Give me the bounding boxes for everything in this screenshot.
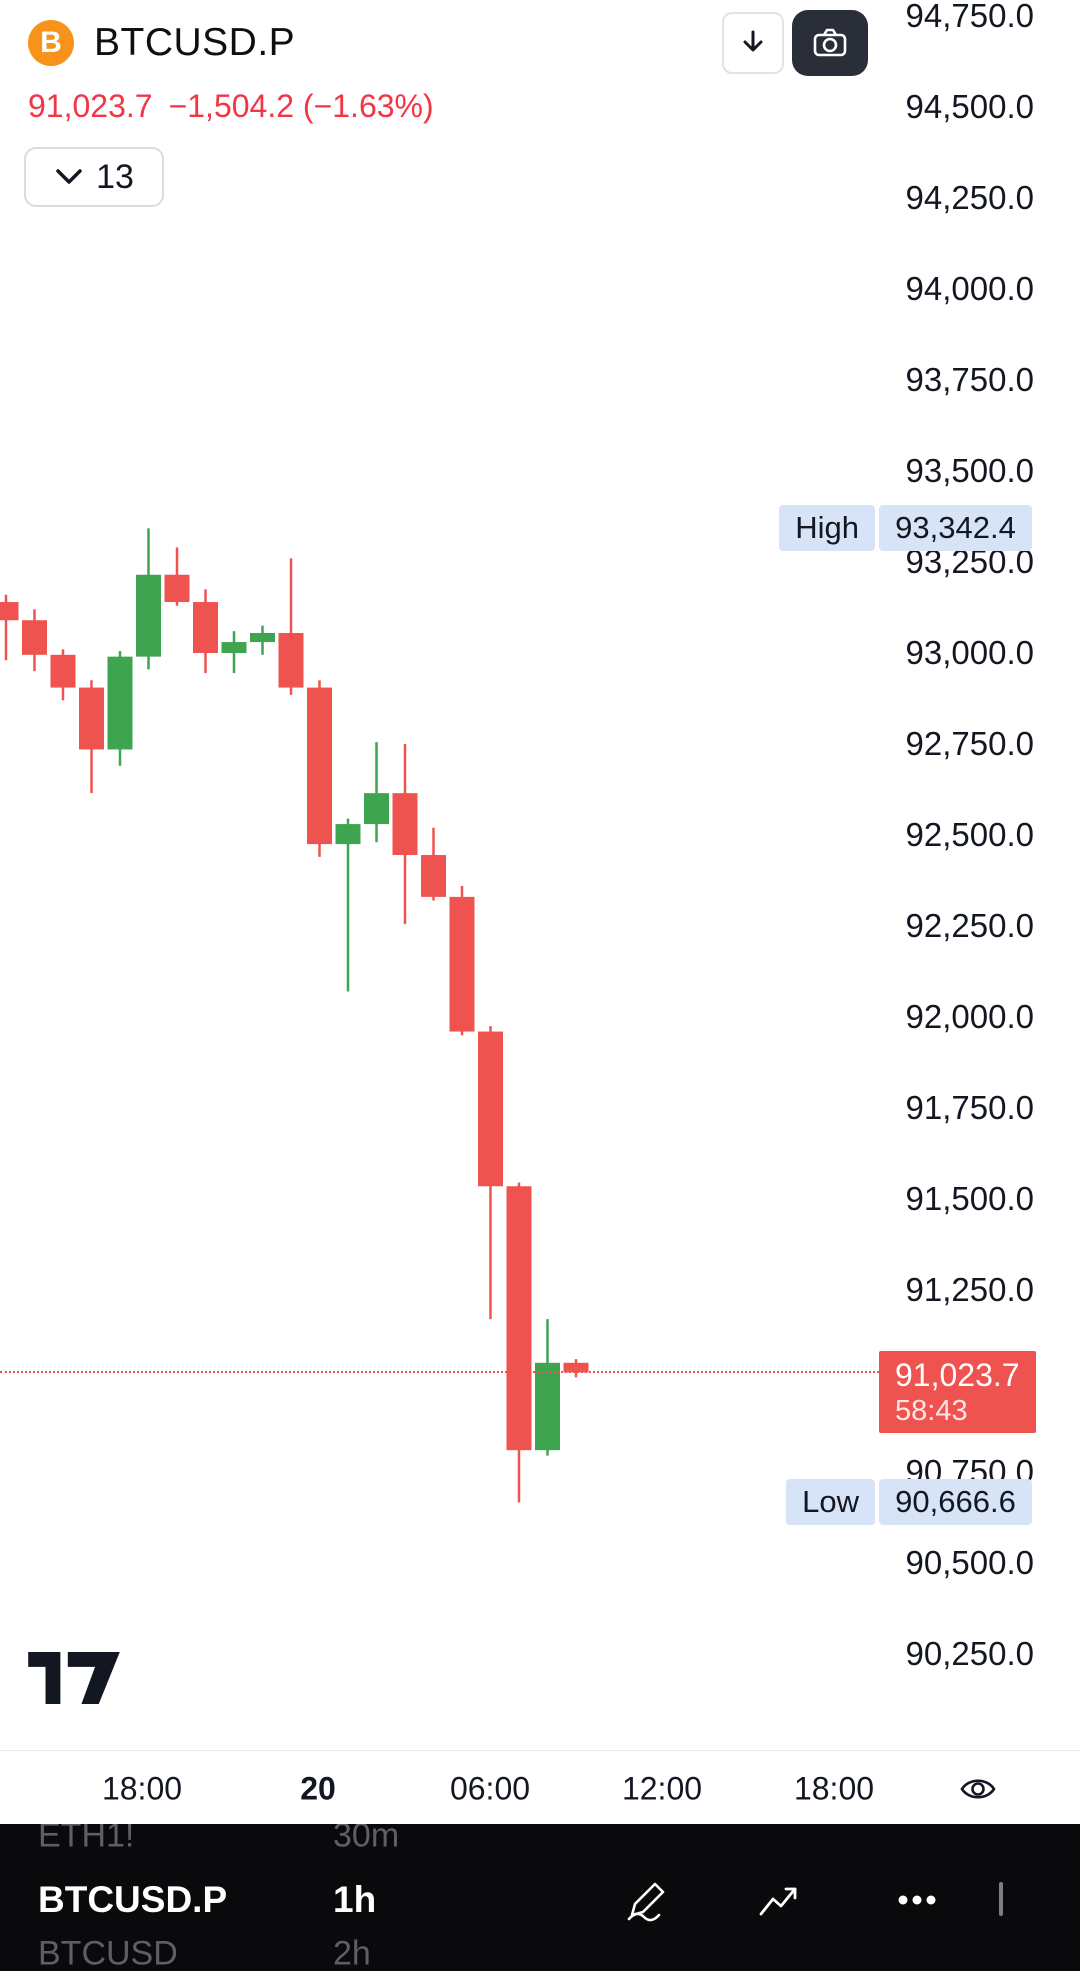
price-axis-label: 94,000.0 <box>905 270 1034 307</box>
row-interval[interactable]: 30m <box>333 1824 400 1855</box>
price-axis-label: 90,500.0 <box>905 1544 1034 1581</box>
row-symbol[interactable]: BTCUSD <box>38 1934 178 1971</box>
price-axis-label: 91,500.0 <box>905 1180 1034 1217</box>
bitcoin-icon: B <box>28 20 74 66</box>
time-axis[interactable]: 18:00 20 06:00 12:00 18:00 <box>0 1750 1080 1826</box>
row-interval[interactable]: 2h <box>333 1934 371 1971</box>
symbol-title[interactable]: BTCUSD.P <box>94 21 296 64</box>
row-interval[interactable]: 1h <box>333 1879 377 1920</box>
indicators-button[interactable] <box>755 1878 803 1922</box>
high-label-tag: High <box>779 505 875 552</box>
symbol-header[interactable]: B BTCUSD.P <box>28 20 295 66</box>
download-button[interactable] <box>722 12 784 74</box>
more-options-icon <box>898 1895 936 1905</box>
candle-body <box>421 855 446 897</box>
bottom-sheet[interactable]: BTCUSD 2h BTCUSD.P 1h ETH1! 30m <box>0 1824 1080 1971</box>
time-axis-label: 20 <box>300 1770 336 1806</box>
price-row: 91,023.7 −1,504.2 (−1.63%) <box>28 88 434 125</box>
candle-body <box>392 793 418 856</box>
candle-body <box>307 687 332 845</box>
chevron-down-icon <box>56 169 82 184</box>
row-symbol[interactable]: BTCUSD.P <box>38 1879 228 1920</box>
candle-body <box>478 1031 503 1187</box>
candle-body <box>221 642 247 653</box>
price-axis-label: 91,250.0 <box>905 1271 1034 1308</box>
candle-body <box>79 687 104 750</box>
price-axis-label: 91,750.0 <box>905 1089 1034 1126</box>
time-axis-label: 12:00 <box>621 1770 703 1806</box>
candle-body <box>50 654 76 688</box>
header-last-price: 91,023.7 <box>28 88 153 124</box>
candle-body <box>0 602 19 621</box>
candle-body <box>563 1362 589 1373</box>
time-axis-label: 18:00 <box>793 1770 875 1806</box>
time-axis-label: 06:00 <box>449 1770 531 1806</box>
price-axis-label: 92,250.0 <box>905 907 1034 944</box>
price-axis-label: 93,000.0 <box>905 634 1034 671</box>
bottom-toolbar <box>0 1870 1080 1930</box>
last-price-label: 91,023.7 58:43 <box>879 1351 1036 1434</box>
candle-body <box>506 1186 532 1451</box>
candle-body <box>278 632 304 688</box>
candle-body <box>164 574 190 603</box>
interval-dropdown[interactable]: 13 <box>24 147 164 207</box>
low-label-tag: Low <box>786 1479 875 1526</box>
pencil-draw-icon <box>627 1882 665 1922</box>
candle-body <box>250 632 275 643</box>
interval-dropdown-value: 13 <box>96 157 134 196</box>
candle-body <box>136 574 161 657</box>
symbol-interval-row[interactable]: BTCUSD 2h <box>0 1924 1080 1971</box>
high-label-value: 93,342.4 <box>879 505 1032 552</box>
row-symbol[interactable]: ETH1! <box>38 1824 135 1855</box>
candle-body <box>364 793 389 825</box>
last-price-value: 91,023.7 <box>895 1357 1020 1394</box>
price-axis-label: 93,750.0 <box>905 361 1034 398</box>
price-axis-label: 92,500.0 <box>905 816 1034 853</box>
symbol-interval-row[interactable]: BTCUSD.P 1h <box>0 1870 1080 1930</box>
symbol-interval-row[interactable]: ETH1! 30m <box>0 1824 1080 1866</box>
candle-body <box>535 1362 560 1451</box>
axis-settings-button[interactable] <box>948 1759 1008 1819</box>
sheet-scrollbar[interactable] <box>999 1882 1003 1916</box>
price-axis-label: 94,750.0 <box>905 0 1034 34</box>
download-icon <box>743 30 763 52</box>
camera-icon <box>813 28 847 57</box>
camera-button[interactable] <box>792 10 868 76</box>
candlestick-chart[interactable] <box>0 0 1080 1750</box>
price-axis-label: 92,750.0 <box>905 725 1034 762</box>
candle-body <box>449 896 475 1032</box>
candle-body <box>107 656 133 750</box>
price-axis-label: 90,250.0 <box>905 1635 1034 1672</box>
candle-body <box>22 620 47 655</box>
price-axis-label: 92,000.0 <box>905 998 1034 1035</box>
time-axis-label: 18:00 <box>101 1770 183 1806</box>
price-axis-label: 94,500.0 <box>905 88 1034 125</box>
draw-button[interactable] <box>623 1876 671 1924</box>
tradingview-logo[interactable] <box>28 1652 120 1704</box>
indicators-icon <box>759 1887 797 1916</box>
candle-body <box>335 824 361 845</box>
header-price-change: −1,504.2 (−1.63%) <box>168 88 434 124</box>
price-axis-label: 93,500.0 <box>905 452 1034 489</box>
candle-body <box>193 602 218 653</box>
eye-icon <box>960 1779 996 1799</box>
last-price-line <box>0 1371 879 1374</box>
price-axis-label: 94,250.0 <box>905 179 1034 216</box>
more-options-button[interactable] <box>893 1878 941 1922</box>
bar-countdown: 58:43 <box>895 1395 968 1428</box>
low-label-value: 90,666.6 <box>879 1479 1032 1526</box>
